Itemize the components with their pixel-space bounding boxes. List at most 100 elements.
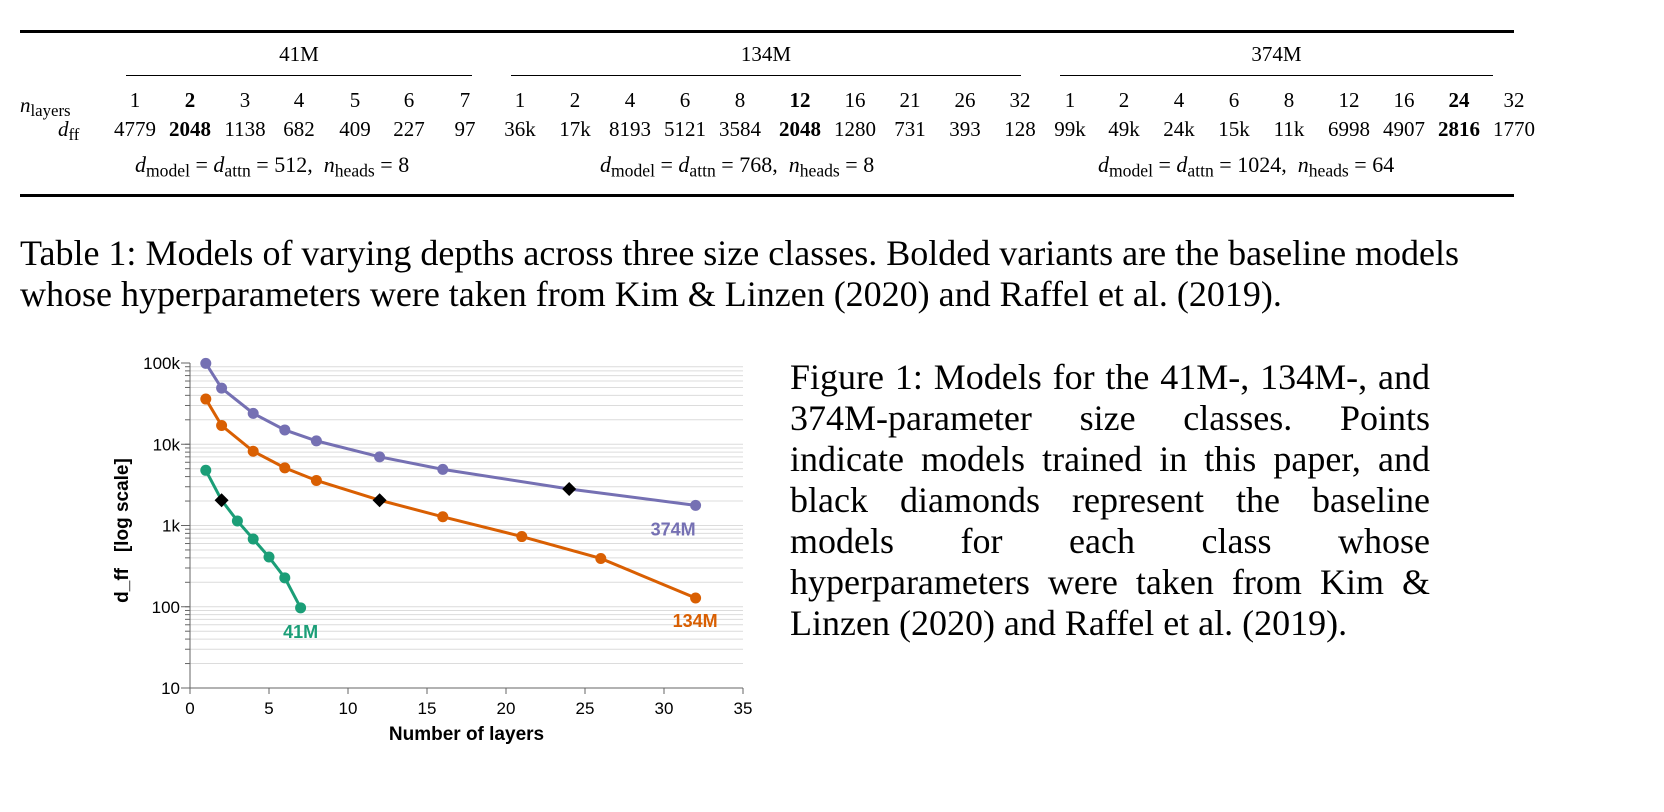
table-bottom-rule — [20, 194, 1514, 197]
layers-cell: 12 — [1338, 88, 1360, 112]
dff-cell: 2816 — [1438, 117, 1480, 141]
data-point — [216, 420, 228, 432]
group-hyperparams: dmodel = dattn = 1024, nheads = 64 — [1098, 152, 1395, 181]
dff-cell: 128 — [1004, 117, 1036, 141]
dff-cell: 4907 — [1383, 117, 1425, 141]
data-point — [374, 451, 386, 463]
x-axis-label: Number of layers — [389, 724, 544, 745]
dff-cell: 36k — [504, 117, 536, 141]
x-tick-label: 25 — [576, 699, 595, 718]
data-point — [279, 572, 291, 584]
dff-cell: 682 — [283, 117, 315, 141]
y-tick-label: 100k — [143, 354, 180, 373]
series-label-134M: 134M — [673, 611, 718, 631]
layers-cell: 2 — [569, 88, 581, 112]
data-point — [263, 551, 275, 563]
data-point — [231, 515, 243, 527]
layers-cell: 6 — [1228, 88, 1240, 112]
group-cmidrule — [126, 75, 472, 76]
layers-cell: 5 — [349, 88, 361, 112]
y-tick-label: 100 — [152, 598, 180, 617]
x-tick-label: 20 — [497, 699, 516, 718]
data-point — [200, 393, 212, 405]
layers-cell: 6 — [403, 88, 415, 112]
y-tick-label: 10k — [153, 435, 181, 454]
x-tick-label: 5 — [264, 699, 273, 718]
dff-cell: 6998 — [1328, 117, 1370, 141]
y-tick-label: 1k — [162, 517, 180, 536]
group-title: 374M — [1251, 42, 1302, 66]
layers-cell: 8 — [1283, 88, 1295, 112]
group-hyperparams: dmodel = dattn = 512, nheads = 8 — [135, 152, 410, 181]
data-point — [595, 552, 607, 564]
x-tick-label: 35 — [734, 699, 753, 718]
dff-cell: 1138 — [224, 117, 266, 141]
baseline-diamond — [562, 481, 577, 496]
layers-cell: 16 — [844, 88, 866, 112]
dff-cell: 409 — [339, 117, 371, 141]
x-tick-label: 10 — [339, 699, 358, 718]
group-cmidrule — [1060, 75, 1493, 76]
layers-cell: 24 — [1448, 88, 1470, 112]
dff-cell: 1770 — [1493, 117, 1535, 141]
x-tick-label: 15 — [418, 699, 437, 718]
data-point — [437, 463, 449, 475]
data-point — [690, 592, 702, 604]
data-point — [200, 464, 212, 476]
table-top-rule — [20, 30, 1514, 33]
series-label-41M: 41M — [283, 622, 318, 642]
layers-cell: 12 — [789, 88, 811, 112]
data-point — [247, 407, 259, 419]
x-tick-label: 0 — [185, 699, 194, 718]
layers-cell: 1 — [1064, 88, 1076, 112]
baseline-diamond — [372, 493, 387, 508]
layers-cell: 7 — [459, 88, 471, 112]
dff-cell: 99k — [1054, 117, 1086, 141]
data-point — [216, 382, 228, 394]
layers-cell: 32 — [1503, 88, 1525, 112]
x-tick-label: 30 — [655, 699, 674, 718]
data-point — [310, 474, 322, 486]
dff-cell: 4779 — [114, 117, 156, 141]
layers-cell: 16 — [1393, 88, 1415, 112]
dff-cell: 3584 — [719, 117, 761, 141]
dff-cell: 227 — [393, 117, 425, 141]
group-cmidrule — [511, 75, 1021, 76]
table-caption: Table 1: Models of varying depths across… — [20, 233, 1460, 314]
dff-cell: 2048 — [169, 117, 211, 141]
group-hyperparams: dmodel = dattn = 768, nheads = 8 — [600, 152, 875, 181]
layers-cell: 4 — [1173, 88, 1185, 112]
dff-cell: 15k — [1218, 117, 1250, 141]
data-point — [690, 499, 702, 511]
layers-cell: 21 — [899, 88, 921, 112]
dff-vs-layers-chart: 10 100 1k 10k 100k 0 5 10 15 20 25 30 35 Number of la… — [112, 354, 753, 745]
group-title: 41M — [279, 42, 319, 66]
dff-cell: 731 — [894, 117, 926, 141]
layers-cell: 26 — [954, 88, 976, 112]
y-axis-label: d_ff [log scale] — [112, 458, 133, 603]
dff-cell: 2048 — [779, 117, 821, 141]
data-point — [295, 602, 307, 614]
baseline-diamond — [214, 493, 229, 508]
layers-cell: 8 — [734, 88, 746, 112]
layers-cell: 2 — [1118, 88, 1130, 112]
dff-cell: 49k — [1108, 117, 1140, 141]
dff-cell: 97 — [454, 117, 476, 141]
layers-cell: 32 — [1009, 88, 1031, 112]
y-tick-label: 10 — [161, 679, 180, 698]
dff-cell: 17k — [559, 117, 591, 141]
data-point — [279, 462, 291, 474]
dff-cell: 393 — [949, 117, 981, 141]
dff-cell: 1280 — [834, 117, 876, 141]
data-point — [247, 445, 259, 457]
dff-cell: 24k — [1163, 117, 1195, 141]
layers-cell: 1 — [514, 88, 526, 112]
layers-cell: 4 — [624, 88, 636, 112]
data-point — [437, 511, 449, 523]
data-point — [279, 424, 291, 436]
row-label-layers: nlayers — [20, 93, 71, 121]
data-point — [247, 533, 259, 545]
data-point — [310, 435, 322, 447]
row-label-dff: dff — [58, 117, 80, 145]
series-line-134M — [204, 398, 697, 600]
